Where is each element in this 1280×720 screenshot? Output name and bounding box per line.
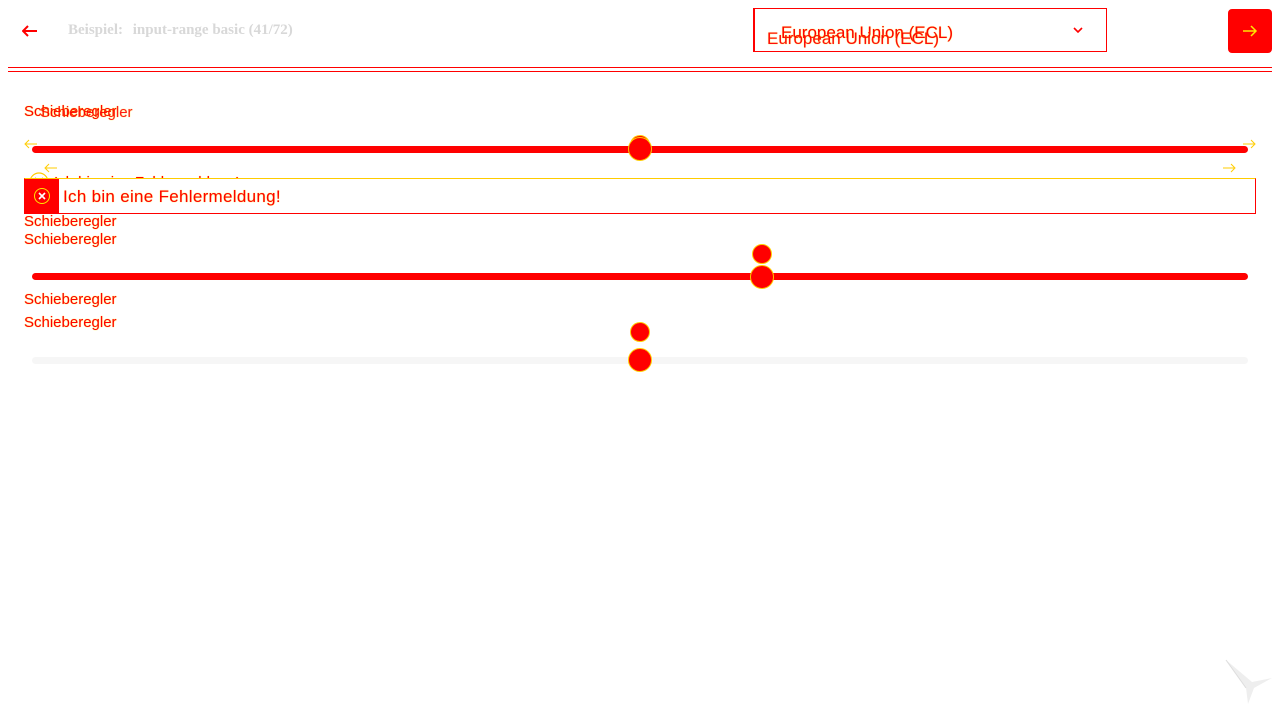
error-icon-cell — [25, 179, 59, 213]
slider3-thumb[interactable] — [628, 348, 652, 372]
title-count: (41/72) — [248, 22, 293, 38]
title-prefix: Beispiel: — [68, 22, 123, 38]
header-divider — [8, 67, 1272, 72]
slider1-step-prev-icon[interactable] — [44, 163, 58, 173]
slider1-step-next-icon[interactable] — [1222, 163, 1236, 173]
bird-logo-icon — [1225, 659, 1272, 704]
slider1-label: Schieberegler — [24, 103, 117, 120]
select-value-ghost: European Union (ECL) — [767, 29, 939, 48]
language-select[interactable]: European Union (ECL) European Union (ECL… — [753, 8, 1107, 52]
error-message: Ich bin eine Fehlermeldung! — [24, 178, 1256, 214]
error-text: Ich bin eine Fehlermeldung! — [63, 187, 281, 206]
select-value: European Union (ECL) — [781, 23, 953, 42]
slider2-label-overlay: Schieberegler — [24, 231, 117, 248]
slider1-prev-icon[interactable] — [24, 139, 38, 149]
slider2-thumb[interactable] — [749, 265, 774, 289]
slider2-track[interactable] — [32, 273, 1248, 280]
slider2-label: Schieberegler — [24, 213, 117, 230]
arrow-left-icon — [22, 25, 37, 37]
next-button[interactable] — [1228, 9, 1272, 53]
slider1-label-overlay: Schieberegler — [40, 104, 133, 121]
slider1-next-icon[interactable] — [1242, 139, 1256, 149]
slider3-label: Schieberegler — [24, 291, 117, 308]
slider3-thumb-ghost — [630, 322, 650, 342]
close-circle-icon — [34, 188, 50, 204]
back-button[interactable] — [18, 20, 42, 42]
slider3-label-overlay: Schieberegler — [24, 314, 117, 331]
chevron-down-icon — [1073, 27, 1083, 34]
slider2-thumb-ghost — [751, 244, 772, 264]
slider1-thumb[interactable] — [628, 137, 652, 161]
title-name: input-range basic — [132, 22, 245, 38]
arrow-right-icon — [1243, 25, 1258, 37]
page-title: Beispiel: input-range basic (41/72) — [68, 22, 293, 39]
